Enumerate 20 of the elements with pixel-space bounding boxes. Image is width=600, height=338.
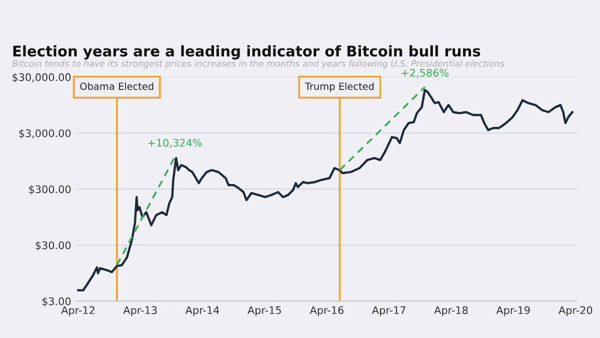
y-tick-label: $3.00 <box>42 297 71 307</box>
ref-line-label: Trump Elected <box>304 82 374 92</box>
x-tick-label: Apr-14 <box>185 306 220 316</box>
x-tick-label: Apr-15 <box>248 306 281 316</box>
x-tick-label: Apr-16 <box>310 306 344 316</box>
annotation: +10,324% <box>148 138 202 148</box>
chart-title: Election years are a leading indicator of Bitcoin bull runs <box>13 45 480 60</box>
y-tick-label: $3,000.00 <box>19 129 71 139</box>
x-tick-label: Apr-17 <box>372 306 406 316</box>
x-tick-label: Apr-19 <box>496 306 530 316</box>
chart-subtitle: Bitcoin tends to have its strongest prices increases in the months and years following U.S. Presidential elections <box>12 60 504 68</box>
annotation: +2,586% <box>402 68 448 78</box>
y-tick-label: $300.00 <box>29 185 71 195</box>
x-tick-label: Apr-12 <box>61 306 94 316</box>
ref-line-label: Obama Elected <box>80 82 154 90</box>
y-tick-label: $30.00 <box>36 241 71 251</box>
y-tick-label: $30,000.00 <box>12 73 71 83</box>
x-tick-label: Apr-18 <box>434 306 468 316</box>
x-tick-label: Apr-13 <box>123 306 157 316</box>
x-tick-label: Apr-20 <box>558 306 592 316</box>
